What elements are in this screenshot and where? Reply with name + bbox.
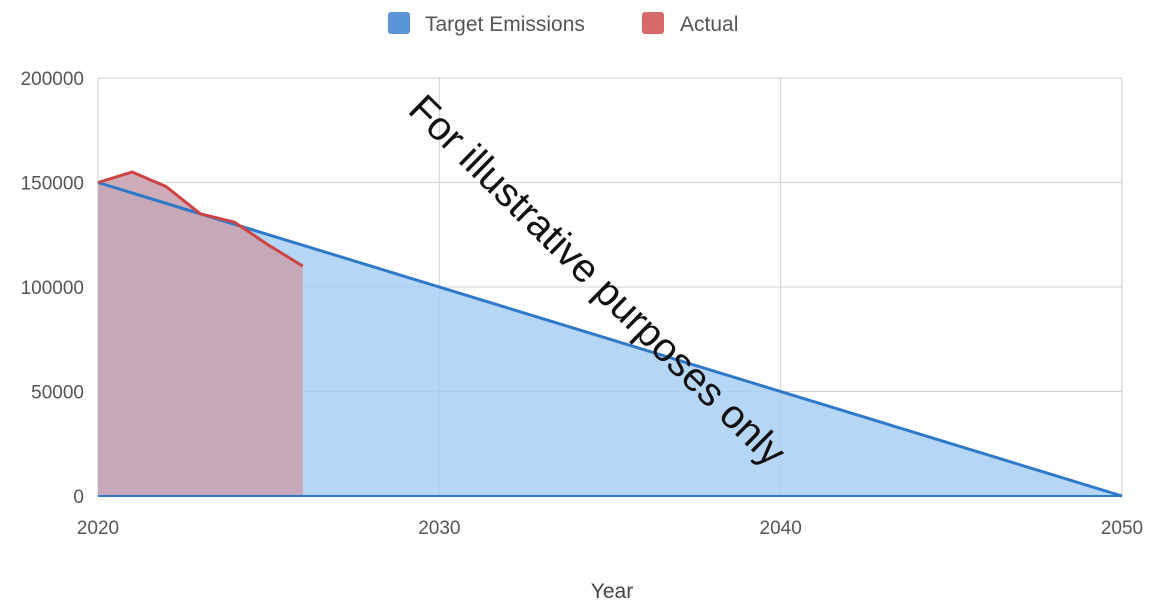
actual-line xyxy=(97,170,304,268)
y-tick-label: 100000 xyxy=(21,278,84,299)
legend-actual-label: Actual xyxy=(680,13,738,36)
x-tick-label: 2040 xyxy=(760,518,802,539)
legend-target-emissions-label: Target Emissions xyxy=(425,13,585,36)
x-tick-label: 2050 xyxy=(1101,518,1143,539)
legend-actual-swatch xyxy=(642,12,664,34)
actual-area xyxy=(98,172,303,497)
x-tick-label: 2020 xyxy=(77,518,119,539)
y-tick-label: 0 xyxy=(73,487,84,508)
x-axis-title: Year xyxy=(591,580,633,603)
legend-target-emissions-swatch xyxy=(388,12,410,34)
y-tick-label: 50000 xyxy=(31,383,84,404)
x-tick-label: 2030 xyxy=(418,518,460,539)
y-tick-label: 150000 xyxy=(21,174,84,195)
target-emissions-line xyxy=(97,181,1123,498)
y-tick-label: 200000 xyxy=(21,69,84,90)
